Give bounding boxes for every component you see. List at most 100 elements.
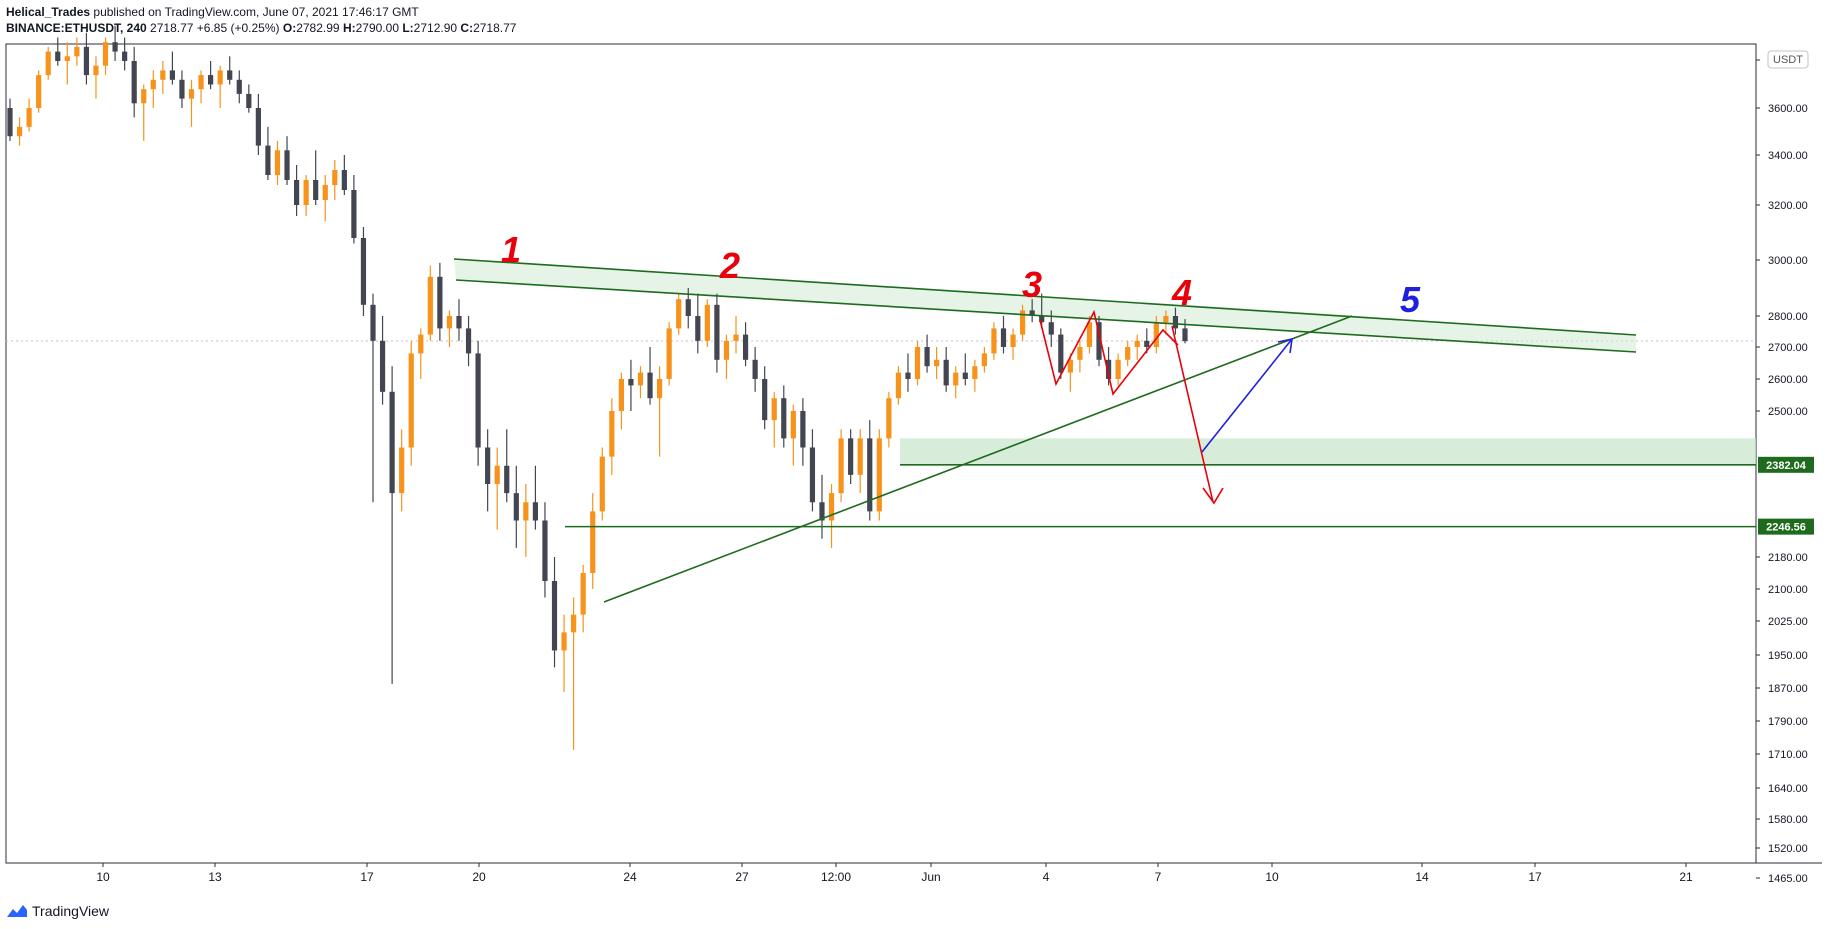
candle-body <box>7 108 13 137</box>
x-tick-label: 17 <box>1528 870 1542 884</box>
candle-body <box>83 46 90 76</box>
ascending-trendline <box>603 315 1353 603</box>
y-tick-label: 3400.00 <box>1768 150 1808 162</box>
candle-body <box>762 379 768 421</box>
candle-body <box>800 411 806 448</box>
price-change: +6.85 (+0.25%) <box>196 21 280 35</box>
x-tick-label: 24 <box>623 870 637 884</box>
candle-body <box>580 573 586 615</box>
candle-body <box>857 438 863 475</box>
candle-body <box>1020 310 1026 335</box>
candle-body <box>1048 322 1054 335</box>
candle-body <box>1000 328 1007 347</box>
candle-body <box>93 65 99 76</box>
candle-body <box>284 150 290 180</box>
candle-body <box>685 299 691 316</box>
candle-body <box>771 398 777 421</box>
candle-body <box>781 398 787 439</box>
author-name[interactable]: Helical_Trades <box>6 5 91 19</box>
candle-body <box>876 438 882 512</box>
candle-body <box>160 70 166 80</box>
projection-down-arrow <box>1171 325 1214 503</box>
candle-body <box>523 502 529 521</box>
candle-body <box>1105 359 1112 379</box>
x-tick-label: 7 <box>1155 870 1162 884</box>
candle-body <box>981 353 987 367</box>
candle-body <box>74 46 80 57</box>
ohlc-line: BINANCE:ETHUSDT, 240 2718.77 +6.85 (+0.2… <box>6 20 516 36</box>
y-tick-label: 1710.00 <box>1768 749 1808 761</box>
price-label: 2246.56 <box>1766 522 1806 534</box>
candle-body <box>886 398 892 439</box>
candle-body <box>867 438 873 512</box>
candle-body <box>351 190 357 238</box>
x-tick-label: 12:00 <box>821 870 851 884</box>
candle-body <box>370 304 376 341</box>
candle-body <box>217 70 223 85</box>
candle-body <box>790 411 796 439</box>
wave-path <box>1039 309 1179 396</box>
candle-body <box>618 379 624 411</box>
candle-body <box>494 465 500 484</box>
candle-body <box>446 316 453 329</box>
x-tick-label: 13 <box>208 870 222 884</box>
candle-body <box>1039 316 1045 323</box>
y-tick-label: 1640.00 <box>1768 783 1808 795</box>
candle-body <box>64 56 70 61</box>
x-tick-label: 17 <box>360 870 374 884</box>
candle-body <box>102 42 109 66</box>
candle-body <box>1134 340 1140 347</box>
candle-body <box>332 170 338 185</box>
candle-body <box>389 391 395 494</box>
candle-body <box>485 447 491 484</box>
candle-body <box>246 93 252 108</box>
price-label-box <box>1758 456 1814 473</box>
candle-body <box>914 347 921 379</box>
candle-body <box>991 328 997 354</box>
y-tick-label: 1950.00 <box>1768 650 1808 662</box>
candle-body <box>723 340 730 360</box>
candle-body <box>456 316 462 329</box>
y-tick-label: 1790.00 <box>1768 716 1808 728</box>
x-tick-label: 20 <box>472 870 486 884</box>
y-tick-label: 3200.00 <box>1768 200 1808 212</box>
candle-body <box>399 447 405 494</box>
candle-body <box>628 379 634 386</box>
footer-brand[interactable]: TradingView <box>32 903 110 919</box>
projection-up-arrow <box>1201 338 1293 453</box>
candle-body <box>972 366 978 379</box>
candle-body <box>1096 322 1102 360</box>
y-tick-label: 1870.00 <box>1768 683 1808 695</box>
candle-body <box>1144 340 1150 347</box>
candle-body <box>45 51 51 76</box>
close-label: C: <box>460 21 474 35</box>
candle-body <box>676 299 682 329</box>
candle-body <box>16 126 23 137</box>
candle-body <box>475 353 481 448</box>
candle-body <box>695 316 701 341</box>
candle-body <box>131 61 137 104</box>
wave-label-2: 2 <box>719 245 740 286</box>
y-tick-label: 3600.00 <box>1768 103 1808 115</box>
candle-body <box>1115 359 1121 379</box>
candle-body <box>1153 322 1159 347</box>
candle-body <box>637 372 644 386</box>
candle-body <box>379 340 386 392</box>
candle-body <box>1058 334 1064 373</box>
candle-body <box>551 581 558 651</box>
candle-body <box>905 372 911 379</box>
candle-body <box>962 372 968 379</box>
wave-label-5: 5 <box>1400 279 1421 320</box>
candle-body <box>1067 359 1073 373</box>
candle-body <box>656 379 663 399</box>
x-tick-label: 21 <box>1679 870 1693 884</box>
candle-body <box>571 614 577 633</box>
candle-body <box>169 70 175 80</box>
candle-body <box>360 238 367 305</box>
x-tick-label: Jun <box>921 870 940 884</box>
high-label: H: <box>342 21 356 35</box>
candle-body <box>408 353 414 448</box>
candle-body <box>504 465 510 494</box>
wave-label-4: 4 <box>1171 272 1192 313</box>
